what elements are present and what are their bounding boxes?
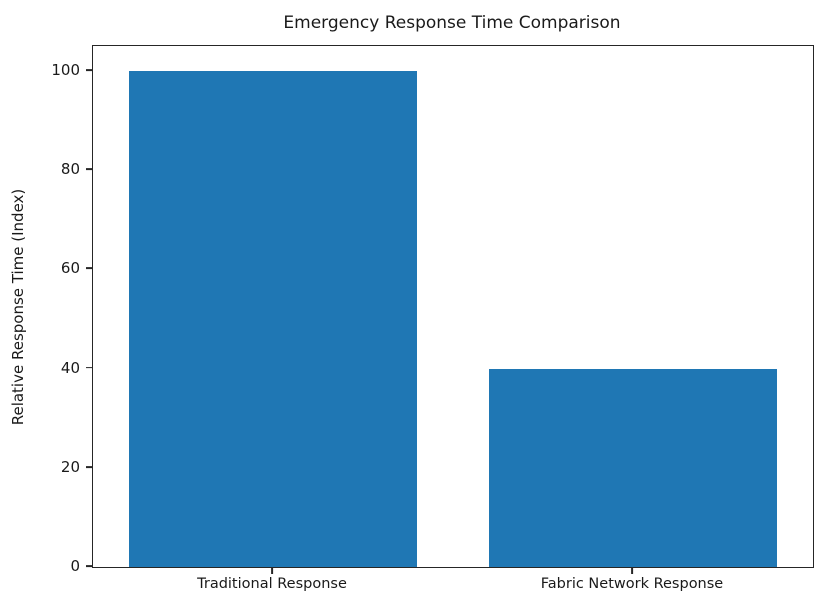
x-tick-mark bbox=[271, 568, 273, 574]
x-tick-mark bbox=[631, 568, 633, 574]
y-tick-mark bbox=[86, 68, 92, 71]
y-tick-label: 100 bbox=[51, 60, 80, 79]
x-tick-label: Fabric Network Response bbox=[540, 576, 724, 592]
y-tick-label: 40 bbox=[60, 358, 80, 377]
bar-0 bbox=[129, 70, 417, 567]
y-tick-mark bbox=[86, 168, 92, 170]
y-tick-mark bbox=[86, 465, 92, 468]
plot-area bbox=[92, 45, 814, 568]
bar-1 bbox=[489, 368, 777, 567]
x-tick-label: Traditional Response bbox=[197, 576, 347, 592]
y-axis-label: Relative Response Time (Index) bbox=[9, 188, 27, 426]
y-tick-mark bbox=[86, 267, 92, 270]
chart-title: Emergency Response Time Comparison bbox=[283, 13, 621, 33]
y-tick-label: 80 bbox=[60, 160, 80, 179]
y-tick-label: 20 bbox=[60, 457, 80, 476]
y-tick-mark bbox=[86, 366, 92, 369]
y-tick-mark bbox=[86, 565, 92, 567]
y-tick-label: 60 bbox=[60, 259, 80, 278]
y-tick-label: 0 bbox=[70, 557, 80, 575]
